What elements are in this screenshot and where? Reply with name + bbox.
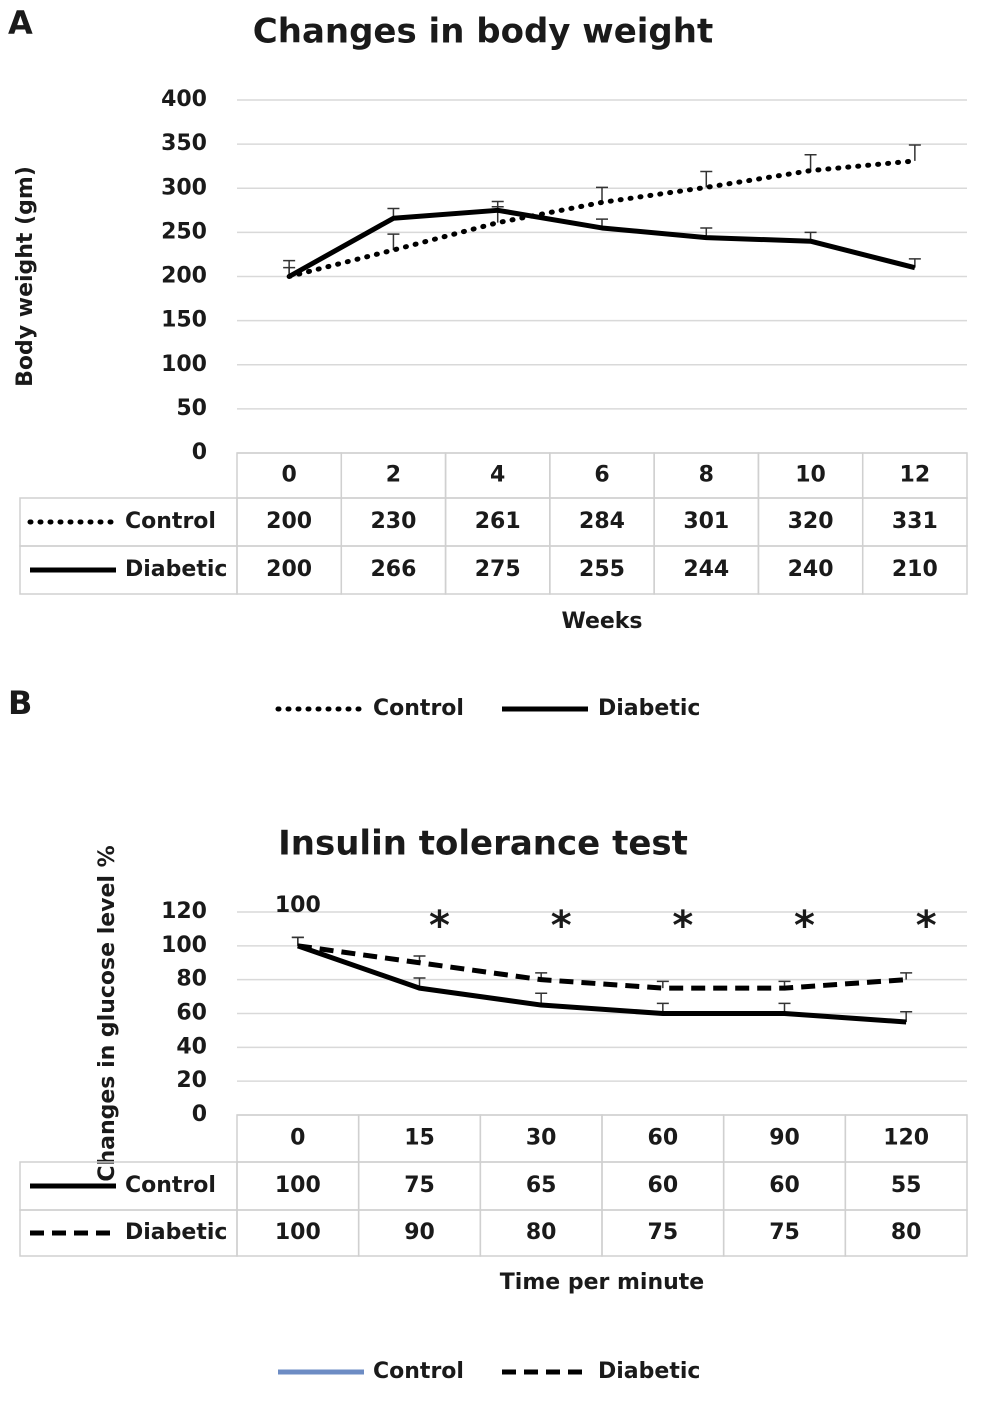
table-header: 6 bbox=[594, 463, 609, 488]
table-value: 301 bbox=[683, 509, 729, 534]
annotation: * bbox=[429, 903, 450, 949]
annotation: 100 bbox=[275, 893, 321, 918]
table-value: 55 bbox=[891, 1173, 922, 1198]
table-header: 0 bbox=[281, 463, 296, 488]
table-value: 60 bbox=[769, 1173, 800, 1198]
x-axis-label: Time per minute bbox=[500, 1270, 704, 1295]
panel-label: B bbox=[8, 684, 32, 722]
table-value: 80 bbox=[526, 1220, 557, 1245]
table-row-label: Control bbox=[125, 509, 216, 534]
table-header: 2 bbox=[386, 463, 401, 488]
legend-label: Control bbox=[373, 696, 464, 721]
y-axis-label: Body weight (gm) bbox=[13, 166, 38, 387]
table-header: 90 bbox=[769, 1126, 800, 1151]
table-value: 275 bbox=[475, 557, 521, 582]
y-tick-label: 0 bbox=[192, 440, 207, 465]
y-tick-label: 60 bbox=[176, 1001, 207, 1026]
table-row-label: Control bbox=[125, 1173, 216, 1198]
table-value: 90 bbox=[404, 1220, 435, 1245]
table-value: 80 bbox=[891, 1220, 922, 1245]
error-bar bbox=[908, 144, 921, 161]
y-tick-label: 250 bbox=[161, 219, 207, 244]
table-cell bbox=[844, 1209, 968, 1257]
y-tick-label: 100 bbox=[161, 933, 207, 958]
table-value: 240 bbox=[788, 557, 834, 582]
error-bar bbox=[596, 186, 608, 203]
chart-title: Changes in body weight bbox=[253, 12, 713, 52]
legend-label: Diabetic bbox=[598, 1359, 700, 1384]
annotation: * bbox=[794, 903, 815, 949]
table-value: 100 bbox=[275, 1173, 321, 1198]
table-value: 200 bbox=[266, 557, 312, 582]
y-axis-label: Changes in glucose level % bbox=[95, 845, 120, 1181]
y-tick-label: 300 bbox=[161, 175, 207, 200]
table-cell bbox=[861, 545, 968, 595]
error-bar bbox=[656, 980, 669, 989]
table-value: 200 bbox=[266, 509, 312, 534]
table-value: 331 bbox=[892, 509, 938, 534]
chart-title: Insulin tolerance test bbox=[278, 824, 688, 864]
table-value: 75 bbox=[769, 1220, 800, 1245]
table-value: 60 bbox=[648, 1173, 679, 1198]
y-tick-label: 50 bbox=[176, 396, 207, 421]
legend-label: Diabetic bbox=[598, 696, 700, 721]
series-line bbox=[297, 943, 907, 1025]
series-line bbox=[286, 158, 918, 279]
table-value: 230 bbox=[370, 509, 416, 534]
y-tick-label: 20 bbox=[176, 1068, 207, 1093]
y-tick-label: 200 bbox=[161, 264, 207, 289]
table-header: 0 bbox=[290, 1126, 305, 1151]
series-line bbox=[297, 943, 907, 991]
table-value: 100 bbox=[275, 1220, 321, 1245]
y-tick-label: 40 bbox=[176, 1034, 207, 1059]
y-tick-label: 400 bbox=[161, 87, 207, 112]
y-tick-label: 0 bbox=[192, 1102, 207, 1127]
table-value: 255 bbox=[579, 557, 625, 582]
table-value: 244 bbox=[683, 557, 729, 582]
table-value: 266 bbox=[370, 557, 416, 582]
table-header: 60 bbox=[648, 1126, 679, 1151]
table-value: 75 bbox=[648, 1220, 679, 1245]
table-header: 15 bbox=[404, 1126, 435, 1151]
annotation: * bbox=[672, 903, 693, 949]
y-tick-label: 100 bbox=[161, 352, 207, 377]
table-value: 65 bbox=[526, 1173, 557, 1198]
error-bar bbox=[804, 153, 817, 171]
panel-label: A bbox=[8, 4, 33, 42]
annotation: * bbox=[916, 903, 937, 949]
table-value: 284 bbox=[579, 509, 625, 534]
table-value: 210 bbox=[892, 557, 938, 582]
table-header: 10 bbox=[795, 463, 826, 488]
table-value: 261 bbox=[475, 509, 521, 534]
table-header: 4 bbox=[490, 463, 505, 488]
table-value: 320 bbox=[788, 509, 834, 534]
y-tick-label: 150 bbox=[161, 308, 207, 333]
table-header: 8 bbox=[699, 463, 714, 488]
series-line bbox=[287, 207, 916, 279]
table-row-label: Diabetic bbox=[125, 557, 227, 582]
error-bar bbox=[291, 936, 304, 946]
table-value: 75 bbox=[404, 1173, 435, 1198]
x-axis-label: Weeks bbox=[561, 609, 642, 634]
error-bar bbox=[700, 170, 713, 188]
table-header: 30 bbox=[526, 1126, 557, 1151]
table-header: 12 bbox=[900, 463, 931, 488]
annotation: * bbox=[551, 903, 572, 949]
table-header: 120 bbox=[883, 1126, 929, 1151]
table-row-label: Diabetic bbox=[125, 1220, 227, 1245]
error-bar bbox=[387, 233, 400, 251]
legend-label: Control bbox=[373, 1359, 464, 1384]
y-tick-label: 80 bbox=[176, 967, 207, 992]
error-bar bbox=[900, 972, 913, 980]
y-tick-label: 350 bbox=[161, 131, 207, 156]
y-tick-label: 120 bbox=[161, 899, 207, 924]
